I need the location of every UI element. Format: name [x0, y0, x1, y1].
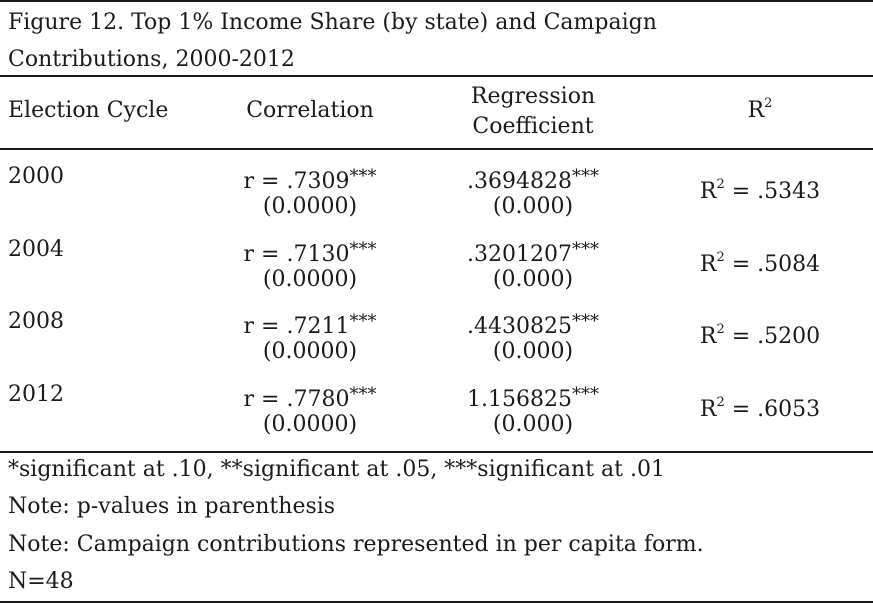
top-rule: [0, 0, 873, 2]
reg-value: .4430825: [467, 314, 572, 339]
row-r-squared: R2 = .5084: [660, 250, 860, 280]
row-correlation: r = .7211***: [210, 307, 410, 342]
row-regression: .3694828***: [433, 162, 633, 197]
significance-note: *significant at .10, **significant at .0…: [8, 457, 665, 482]
row-year: 2004: [8, 237, 64, 262]
reg-value: 1.156825: [467, 387, 572, 412]
row-regression: .4430825***: [433, 307, 633, 342]
r2-superscript: 2: [716, 176, 725, 192]
row-regression: 1.156825***: [433, 380, 633, 415]
row-year: 2000: [8, 164, 64, 189]
r2-superscript: 2: [716, 394, 725, 410]
row-r-squared: R2 = .5343: [660, 177, 860, 207]
corr-value: r = .7309: [243, 169, 350, 194]
row-r-squared: R2 = .6053: [660, 395, 860, 425]
corr-stars: ***: [349, 384, 377, 405]
bottom-rule: [0, 601, 873, 603]
row-regression-p: (0.000): [492, 339, 574, 364]
corr-stars: ***: [349, 239, 377, 260]
row-correlation: r = .7780***: [210, 380, 410, 415]
header-regression-line-2: Coefficient: [472, 114, 594, 139]
row-correlation-p: (0.0000): [262, 194, 358, 219]
reg-stars: ***: [571, 239, 599, 260]
r2-base: R: [699, 397, 717, 422]
row-correlation: r = .7309***: [210, 162, 410, 197]
r2-base: R: [699, 252, 717, 277]
r2-base: R: [747, 98, 765, 123]
header-regression-line-1: Regression: [470, 84, 596, 109]
row-r-squared: R2 = .5200: [660, 322, 860, 352]
header-election-cycle: Election Cycle: [8, 98, 169, 123]
reg-value: .3201207: [467, 242, 572, 267]
reg-stars: ***: [571, 384, 599, 405]
r2-value: = .5343: [724, 179, 821, 204]
p-value-note: Note: p-values in parenthesis: [8, 494, 336, 519]
table-bottom-rule: [0, 451, 873, 453]
header-correlation: Correlation: [246, 98, 374, 123]
caption-line-1: Figure 12. Top 1% Income Share (by state…: [8, 10, 657, 35]
row-correlation-p: (0.0000): [262, 412, 358, 437]
per-capita-note: Note: Campaign contributions represented…: [8, 532, 704, 557]
row-correlation-p: (0.0000): [262, 339, 358, 364]
row-correlation-p: (0.0000): [262, 267, 358, 292]
reg-stars: ***: [571, 166, 599, 187]
corr-stars: ***: [349, 166, 377, 187]
reg-stars: ***: [571, 311, 599, 332]
header-r-squared: R2: [660, 96, 860, 126]
row-regression-p: (0.000): [492, 412, 574, 437]
r2-value: = .5200: [724, 324, 821, 349]
r2-superscript: 2: [716, 321, 725, 337]
header-bottom-rule: [0, 148, 873, 150]
row-regression-p: (0.000): [492, 194, 574, 219]
corr-value: r = .7130: [243, 242, 350, 267]
corr-stars: ***: [349, 311, 377, 332]
corr-value: r = .7211: [243, 314, 350, 339]
r2-base: R: [699, 179, 717, 204]
row-regression: .3201207***: [433, 235, 633, 270]
corr-value: r = .7780: [243, 387, 350, 412]
r2-value: = .5084: [724, 252, 821, 277]
reg-value: .3694828: [467, 169, 572, 194]
r2-superscript: 2: [764, 95, 773, 111]
r2-superscript: 2: [716, 249, 725, 265]
row-year: 2008: [8, 309, 64, 334]
caption-line-2: Contributions, 2000-2012: [8, 47, 295, 72]
sample-size-note: N=48: [8, 569, 74, 594]
row-year: 2012: [8, 382, 64, 407]
r2-value: = .6053: [724, 397, 821, 422]
figure-caption: Figure 12. Top 1% Income Share (by state…: [8, 4, 657, 78]
header-top-rule: [0, 75, 873, 77]
row-correlation: r = .7130***: [210, 235, 410, 270]
row-regression-p: (0.000): [492, 267, 574, 292]
r2-base: R: [699, 324, 717, 349]
